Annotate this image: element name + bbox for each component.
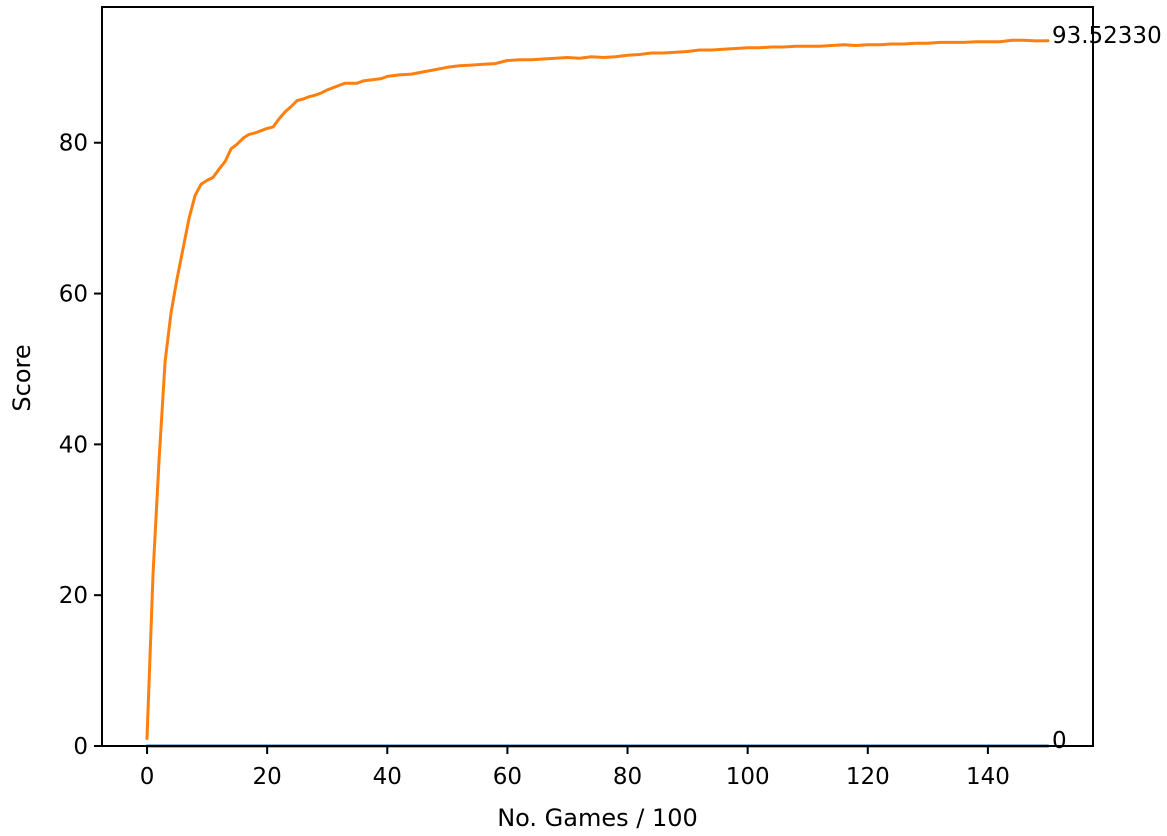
x-tick-label: 80: [613, 764, 642, 790]
x-tick-label: 20: [253, 764, 282, 790]
plot-frame: [101, 6, 1094, 747]
y-tick-label: 60: [59, 282, 88, 308]
x-tick-label: 60: [493, 764, 522, 790]
x-tick-label: 120: [846, 764, 890, 790]
series-layer: [145, 38, 1050, 748]
series-end-label-0: 93.52330: [1052, 23, 1162, 49]
x-axis-label: No. Games / 100: [497, 804, 698, 832]
y-axis-ticks: 0 20 40 60 80: [59, 131, 102, 760]
x-tick-label: 0: [140, 764, 155, 790]
series-line-0: [145, 38, 1050, 740]
x-axis-ticks: 0 20 40 60 80 100 120 140: [140, 746, 1010, 790]
y-tick-label: 80: [59, 131, 88, 157]
y-tick-label: 0: [73, 734, 88, 760]
y-tick-label: 40: [59, 432, 88, 458]
x-tick-label: 100: [726, 764, 770, 790]
x-tick-label: 40: [373, 764, 402, 790]
series-end-label-1: 0: [1052, 728, 1067, 754]
y-axis-label: Score: [8, 344, 36, 411]
end-labels: 93.52330 0: [1052, 23, 1162, 754]
y-tick-label: 20: [59, 583, 88, 609]
x-tick-label: 140: [966, 764, 1010, 790]
